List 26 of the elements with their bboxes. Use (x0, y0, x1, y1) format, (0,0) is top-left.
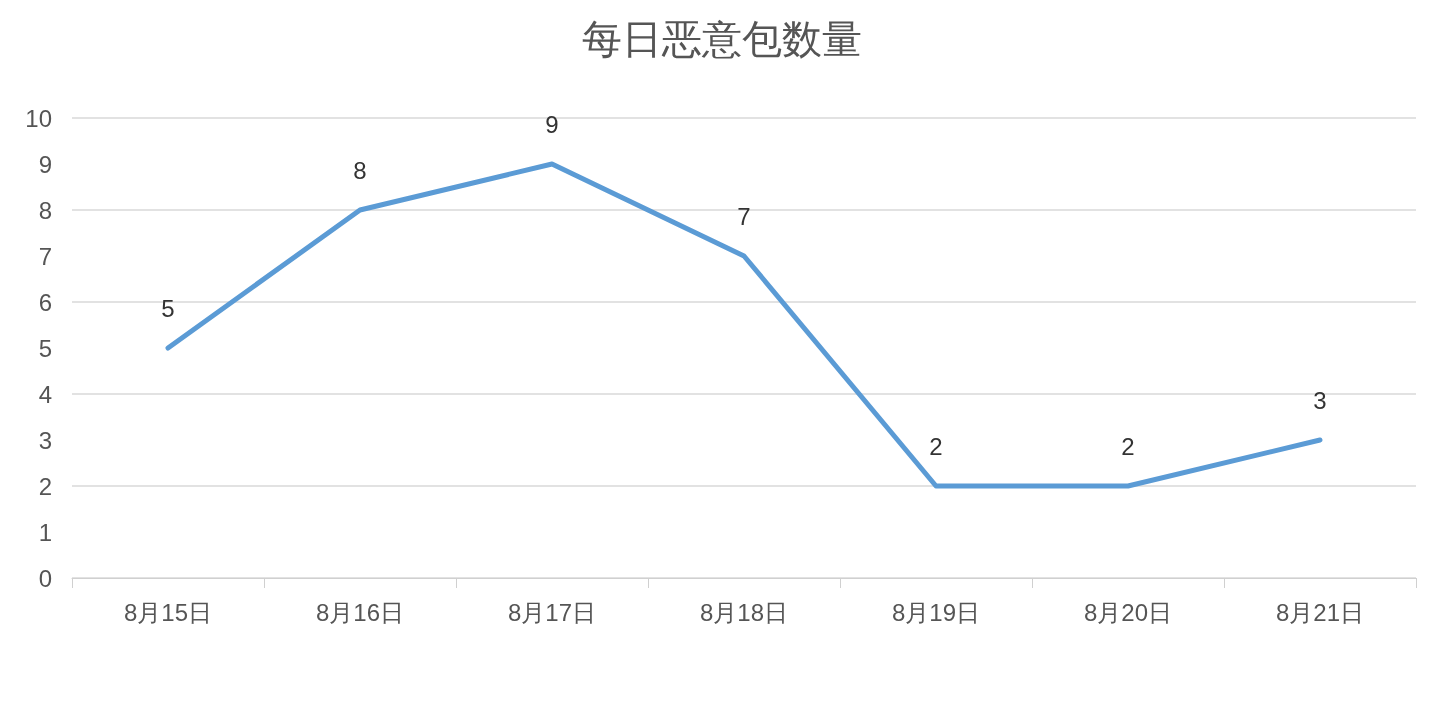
y-tick-label: 7 (38, 242, 52, 270)
chart-title: 每日恶意包数量 (582, 17, 862, 61)
x-tick-label: 8月15日 (123, 598, 213, 626)
data-label: 8 (353, 156, 367, 184)
x-tick-label: 8月18日 (699, 598, 789, 626)
y-tick-label: 8 (38, 196, 52, 224)
y-tick-label: 6 (38, 288, 52, 316)
data-label: 9 (545, 110, 559, 138)
y-tick-label: 0 (38, 564, 52, 592)
x-tick-label: 8月19日 (891, 598, 981, 626)
data-label: 7 (737, 202, 751, 230)
data-label: 5 (161, 294, 175, 322)
x-tick-label: 8月21日 (1275, 598, 1365, 626)
y-tick-label: 2 (38, 472, 52, 500)
y-tick-label: 3 (38, 426, 52, 454)
y-tick-label: 4 (38, 380, 52, 408)
x-tick-label: 8月16日 (315, 598, 405, 626)
y-tick-label: 1 (38, 518, 52, 546)
data-label: 2 (1121, 432, 1135, 460)
x-tick-label: 8月20日 (1083, 598, 1173, 626)
y-tick-label: 10 (25, 104, 52, 132)
y-tick-label: 5 (38, 334, 52, 362)
y-tick-label: 9 (38, 150, 52, 178)
data-label: 2 (929, 432, 943, 460)
x-tick-label: 8月17日 (507, 598, 597, 626)
data-label: 3 (1313, 386, 1327, 414)
